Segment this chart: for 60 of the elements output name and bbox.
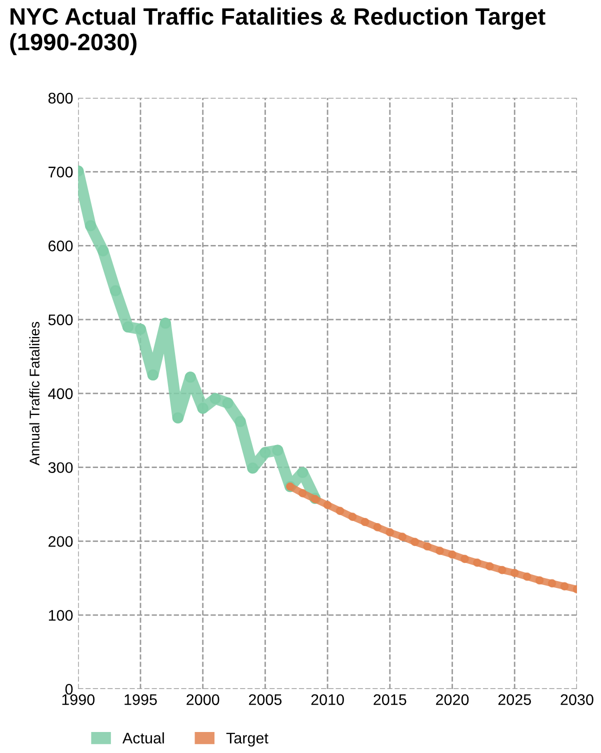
- y-tick-label: 100: [48, 610, 73, 621]
- point: [260, 446, 271, 458]
- point: [423, 542, 432, 551]
- point: [436, 546, 444, 555]
- point: [247, 462, 258, 474]
- point: [160, 318, 171, 329]
- point: [510, 568, 519, 578]
- x-tick-label: 2010: [311, 694, 344, 706]
- point: [323, 500, 332, 510]
- point: [98, 245, 109, 256]
- point: [473, 558, 482, 567]
- point: [197, 402, 208, 414]
- y-tick-label: 700: [48, 166, 73, 178]
- point: [172, 412, 184, 424]
- legend-label: Target: [226, 732, 268, 747]
- x-tick-label: 2020: [436, 694, 469, 706]
- point: [110, 285, 122, 296]
- point: [360, 518, 370, 526]
- x-tick-label: 1995: [124, 694, 157, 706]
- x-tick-label: 1990: [62, 694, 95, 706]
- y-tick-label: 200: [48, 536, 73, 547]
- point: [373, 523, 382, 532]
- x-tick-label: 2025: [498, 694, 531, 706]
- chart-title: NYC Actual Traffic Fatalities & Reduction Target (1990-2030): [10, 8, 546, 56]
- point: [386, 528, 394, 537]
- point: [184, 372, 196, 383]
- point: [522, 572, 532, 581]
- point: [85, 220, 96, 232]
- legend-label: Actual: [122, 732, 164, 744]
- point: [134, 324, 146, 335]
- y-tick-label: 300: [48, 462, 73, 474]
- x-tick-label: 2000: [186, 694, 220, 706]
- y-tick-label: 800: [48, 92, 73, 104]
- point: [398, 532, 407, 541]
- point: [122, 321, 134, 332]
- point: [548, 579, 556, 588]
- point: [410, 538, 420, 546]
- y-axis-title: Annual Traffic Fatalities: [29, 322, 40, 466]
- point: [535, 576, 544, 585]
- y-tick-label: 500: [48, 314, 73, 326]
- point: [272, 444, 284, 456]
- point: [498, 566, 506, 574]
- point: [297, 466, 308, 478]
- point: [560, 582, 569, 590]
- x-tick-label: 2005: [248, 694, 282, 706]
- x-tick-label: 2015: [374, 694, 406, 706]
- y-tick-label: 0: [65, 684, 73, 695]
- point: [298, 489, 307, 498]
- y-tick-label: 400: [48, 388, 73, 400]
- point: [147, 369, 159, 381]
- point: [336, 506, 344, 516]
- point: [348, 512, 357, 522]
- point: [222, 397, 234, 409]
- point: [486, 562, 494, 571]
- x-tick-label: 2030: [560, 694, 594, 706]
- point: [460, 554, 469, 564]
- y-tick-label: 600: [48, 240, 73, 252]
- point: [234, 416, 246, 428]
- point: [210, 393, 221, 404]
- point: [448, 550, 456, 559]
